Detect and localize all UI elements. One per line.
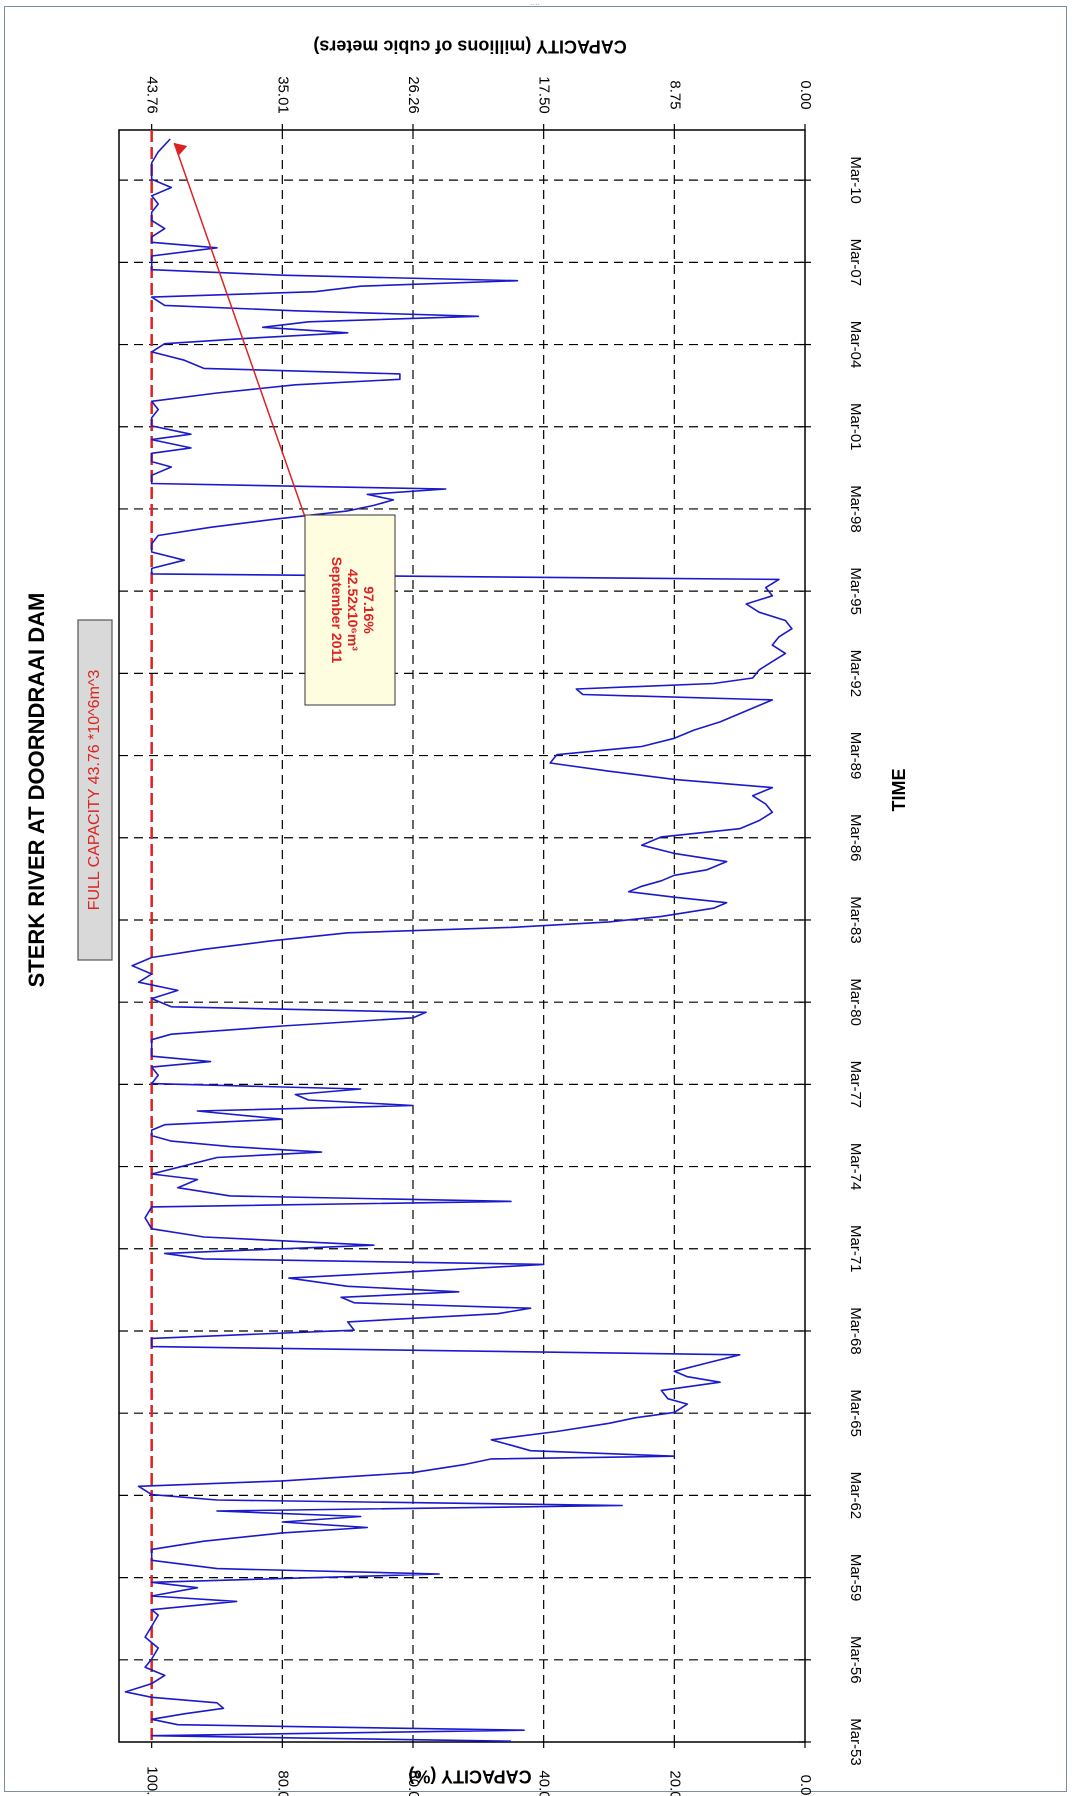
annotation-text-line: 42.52x10⁶m³: [345, 569, 361, 651]
chart-subtitle: FULL CAPACITY 43.76 *10^6m^3: [86, 670, 103, 911]
x-tick-label: Mar-53: [847, 1718, 864, 1766]
right-axis-title: CAPACITY (millions of cubic meters): [313, 36, 626, 56]
x-tick-label: Mar-04: [847, 321, 864, 369]
x-tick-label: Mar-62: [847, 1472, 864, 1520]
x-tick-label: Mar-71: [847, 1225, 864, 1273]
annotation-arrowhead-icon: [174, 143, 188, 156]
annotation-arrow-line: [173, 142, 306, 518]
x-tick-label: Mar-10: [847, 156, 864, 204]
x-tick-label: Mar-77: [847, 1061, 864, 1109]
x-axis-title: TIME: [889, 769, 909, 812]
series-line-capacity: [124, 138, 793, 1742]
plot-border: [118, 129, 806, 1743]
x-tick-label: Mar-01: [847, 403, 864, 451]
x-tick-label: Mar-56: [847, 1636, 864, 1684]
right-axis-tick-labels: 0.00 8.75 17.50 26.26 35.01 43.76: [144, 76, 814, 114]
x-tick-label: Mar-98: [847, 485, 864, 533]
chart-titles: STERK RIVER AT DOORNDRAAI DAM FULL CAPACI…: [24, 36, 909, 1786]
right-axis-tick-label: 26.26: [405, 76, 422, 114]
right-axis-tick-label: 43.76: [144, 76, 161, 114]
left-axis-tick-label: 100.0: [144, 1766, 161, 1796]
x-tick-label: Mar-83: [847, 896, 864, 944]
series-group: [124, 138, 793, 1742]
plot-area: [118, 129, 806, 1743]
left-axis-tick-label: 0.0: [797, 1775, 814, 1796]
annotation-box: [304, 514, 396, 706]
x-tick-label: Mar-89: [847, 732, 864, 780]
left-axis-tick-label: 60.0: [405, 1770, 422, 1796]
left-axis-title: CAPACITY (%): [408, 1766, 531, 1786]
x-tick-label: Mar-07: [847, 239, 864, 287]
x-tick-label: Mar-65: [847, 1389, 864, 1437]
x-tick-label: Mar-68: [847, 1307, 864, 1355]
x-tick-label: Mar-74: [847, 1143, 864, 1191]
left-axis-tick-label: 80.0: [274, 1770, 291, 1796]
x-tick-labels: Mar-53 Mar-56 Mar-59 Mar-62 Mar-65 Mar-68 Mar-…: [847, 156, 864, 1765]
right-axis-tick-label: 17.50: [536, 76, 553, 114]
resize-grip-icon[interactable]: ....: [529, 0, 541, 7]
x-tick-label: Mar-86: [847, 814, 864, 862]
annotation-text-line: September 2011: [329, 557, 345, 664]
subtitle-box: [77, 619, 113, 961]
chart-title: STERK RIVER AT DOORNDRAAI DAM: [24, 593, 49, 988]
x-tick-label: Mar-92: [847, 650, 864, 698]
left-axis-tick-label: 40.0: [536, 1770, 553, 1796]
x-tick-label: Mar-80: [847, 978, 864, 1026]
x-tick-label: Mar-95: [847, 567, 864, 615]
left-axis-tick-label: 20.0: [666, 1770, 683, 1796]
right-axis-tick-label: 8.75: [666, 80, 683, 109]
left-axis-tick-labels: 0.0 20.0 40.0 60.0 80.0 100.0: [144, 1766, 814, 1796]
right-axis-tick-label: 35.01: [274, 76, 291, 114]
x-tick-label: Mar-59: [847, 1554, 864, 1602]
right-axis-tick-label: 0.00: [797, 80, 814, 109]
annotation-text-line: 97.16%: [361, 586, 377, 634]
